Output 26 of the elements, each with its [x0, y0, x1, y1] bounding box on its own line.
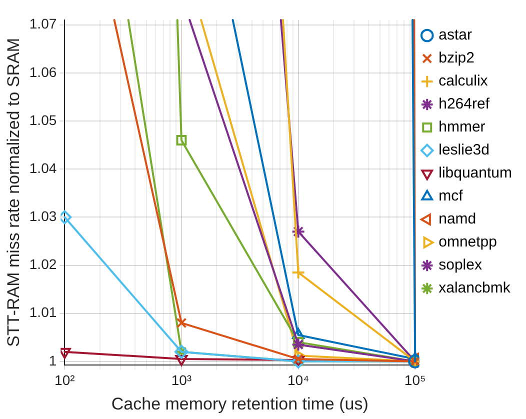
- legend-label: soplex: [438, 256, 482, 274]
- y-tick-label: 1.03: [29, 208, 57, 224]
- y-tick-label: 1.06: [29, 64, 57, 80]
- legend-label: xalancbmk: [438, 280, 511, 297]
- y-tick-label: 1.07: [29, 16, 57, 32]
- x-axis-title: Cache memory retention time (us): [111, 394, 368, 414]
- y-tick-label: 1: [48, 352, 57, 368]
- legend-label: leslie3d: [438, 142, 490, 159]
- x-tick-label: 10⁵: [404, 372, 426, 388]
- legend-label: namd: [438, 210, 476, 228]
- legend-label: h264ref: [438, 96, 490, 113]
- legend-label: astar: [438, 26, 472, 44]
- legend-label: libquantum: [438, 164, 512, 182]
- y-axis-title: STT-RAM miss rate normalized to SRAM: [4, 38, 23, 347]
- legend-label: bzip2: [438, 50, 474, 67]
- x-tick-label: 10⁴: [288, 372, 310, 388]
- legend-label: omnetpp: [438, 234, 497, 251]
- y-tick-label: 1.02: [29, 256, 57, 272]
- legend-label: mcf: [438, 188, 464, 205]
- y-tick-label: 1.04: [29, 160, 57, 176]
- y-tick-label: 1.01: [29, 304, 57, 320]
- y-tick-label: 1.05: [29, 112, 57, 128]
- legend-label: calculix: [438, 72, 488, 90]
- legend-label: hmmer: [438, 118, 486, 136]
- x-tick-label: 10³: [171, 372, 192, 388]
- x-tick-label: 10²: [54, 372, 76, 388]
